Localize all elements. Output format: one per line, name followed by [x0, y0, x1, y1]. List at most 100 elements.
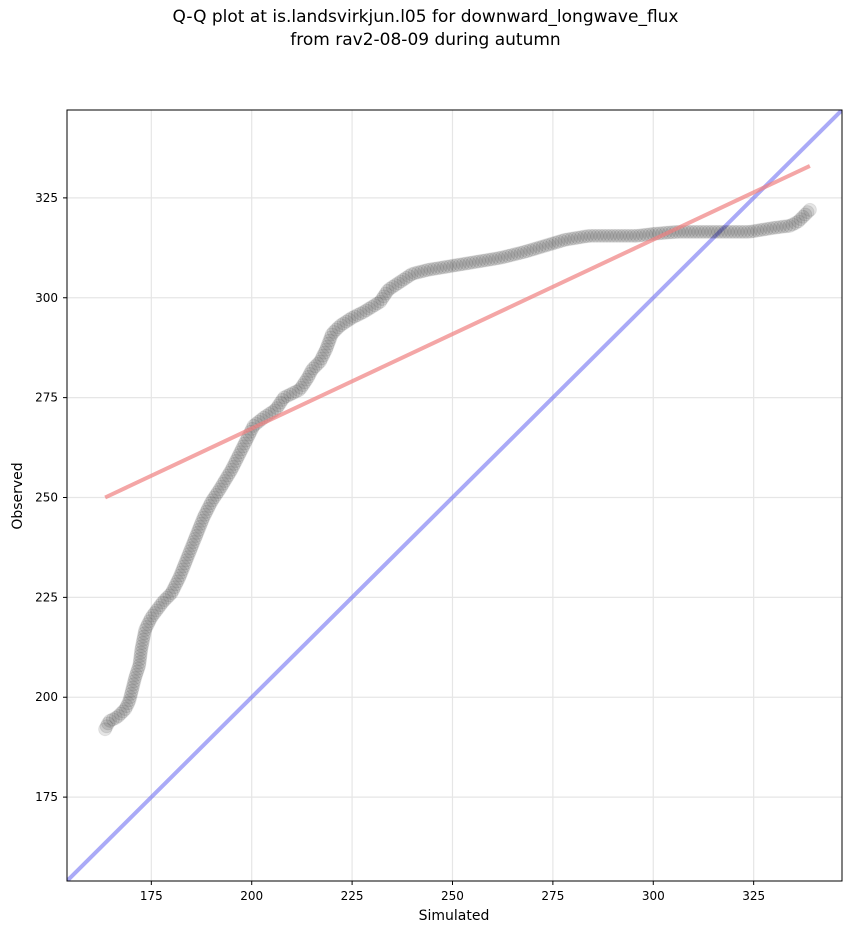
qq-point — [134, 639, 149, 654]
qq-point — [131, 661, 146, 676]
qq-point — [301, 369, 316, 384]
qq-point — [746, 224, 761, 239]
qq-point — [280, 388, 295, 403]
qq-point — [197, 507, 212, 522]
qq-point — [133, 645, 148, 660]
qq-point — [430, 261, 445, 276]
qq-point — [385, 279, 400, 294]
fit-line-layer — [104, 164, 811, 500]
qq-point — [727, 224, 742, 239]
qq-point — [200, 501, 215, 516]
qq-point — [449, 258, 464, 273]
qq-point — [182, 544, 197, 559]
qq-point — [779, 219, 794, 234]
qq-point — [134, 642, 149, 657]
qq-point — [733, 224, 748, 239]
qq-point — [193, 516, 208, 531]
qq-point — [701, 224, 716, 239]
qq-point — [567, 231, 582, 246]
qq-point — [380, 283, 395, 298]
qq-point — [299, 372, 314, 387]
qq-point — [133, 648, 148, 663]
x-tick-label: 250 — [441, 889, 464, 903]
qq-point — [189, 528, 204, 543]
qq-point — [459, 256, 474, 271]
qq-point — [160, 590, 175, 605]
qq-point — [516, 245, 531, 260]
qq-point — [118, 702, 133, 717]
qq-point — [322, 333, 337, 348]
qq-point — [532, 240, 547, 255]
qq-point — [526, 242, 541, 257]
qq-point — [367, 298, 382, 313]
qq-point — [497, 249, 512, 264]
x-tick-label: 325 — [742, 889, 765, 903]
qq-point — [396, 272, 411, 287]
qq-point — [481, 252, 496, 267]
qq-point — [318, 342, 333, 357]
qq-point — [688, 224, 703, 239]
qq-point — [308, 359, 323, 374]
qq-point — [410, 265, 425, 280]
qq-point — [523, 243, 538, 258]
qq-point — [295, 378, 310, 393]
qq-point — [170, 574, 185, 589]
chart-title-line2: from rav2-08-09 during autumn — [290, 30, 561, 50]
qq-point — [393, 274, 408, 289]
qq-point — [166, 583, 181, 598]
y-tick-label: 175 — [35, 790, 58, 804]
qq-point — [711, 224, 726, 239]
qq-point — [329, 322, 344, 337]
qq-point — [468, 254, 483, 269]
qq-point — [570, 230, 585, 245]
qq-point — [181, 547, 196, 562]
qq-point — [347, 309, 362, 324]
qq-point — [336, 316, 351, 331]
qq-point — [766, 220, 781, 235]
qq-point — [277, 390, 292, 405]
qq-point — [155, 595, 170, 610]
qq-point — [119, 699, 134, 714]
qq-point — [127, 674, 142, 689]
qq-point — [622, 228, 637, 243]
qq-point — [548, 235, 563, 250]
identity-line — [67, 110, 842, 881]
qq-point — [632, 228, 647, 243]
qq-point — [326, 324, 341, 339]
qq-point — [763, 221, 778, 236]
qq-point — [102, 713, 117, 728]
qq-point — [776, 219, 791, 234]
qq-point — [593, 228, 608, 243]
qq-point — [108, 710, 123, 725]
qq-point — [362, 301, 377, 316]
qq-point — [173, 568, 188, 583]
qq-point — [126, 677, 141, 692]
qq-point — [388, 278, 403, 293]
qq-point — [164, 586, 179, 601]
qq-point — [401, 269, 416, 284]
qq-point — [491, 251, 506, 266]
y-tick-label: 225 — [35, 590, 58, 604]
qq-point — [455, 257, 470, 272]
qq-point — [222, 465, 237, 480]
qq-point — [283, 387, 298, 402]
qq-point — [501, 248, 516, 263]
qq-point — [472, 254, 487, 269]
qq-point — [333, 318, 348, 333]
qq-point — [583, 228, 598, 243]
qq-point — [184, 541, 199, 556]
qq-point — [145, 608, 160, 623]
qq-point — [344, 310, 359, 325]
qq-point — [433, 260, 448, 275]
qq-point — [214, 479, 229, 494]
qq-point — [143, 611, 158, 626]
qq-point — [375, 292, 390, 307]
qq-point — [132, 655, 147, 670]
qq-point — [179, 553, 194, 568]
qq-point — [619, 228, 634, 243]
qq-point — [626, 228, 641, 243]
qq-point — [795, 209, 810, 224]
qq-point — [488, 251, 503, 266]
qq-point — [132, 658, 147, 673]
